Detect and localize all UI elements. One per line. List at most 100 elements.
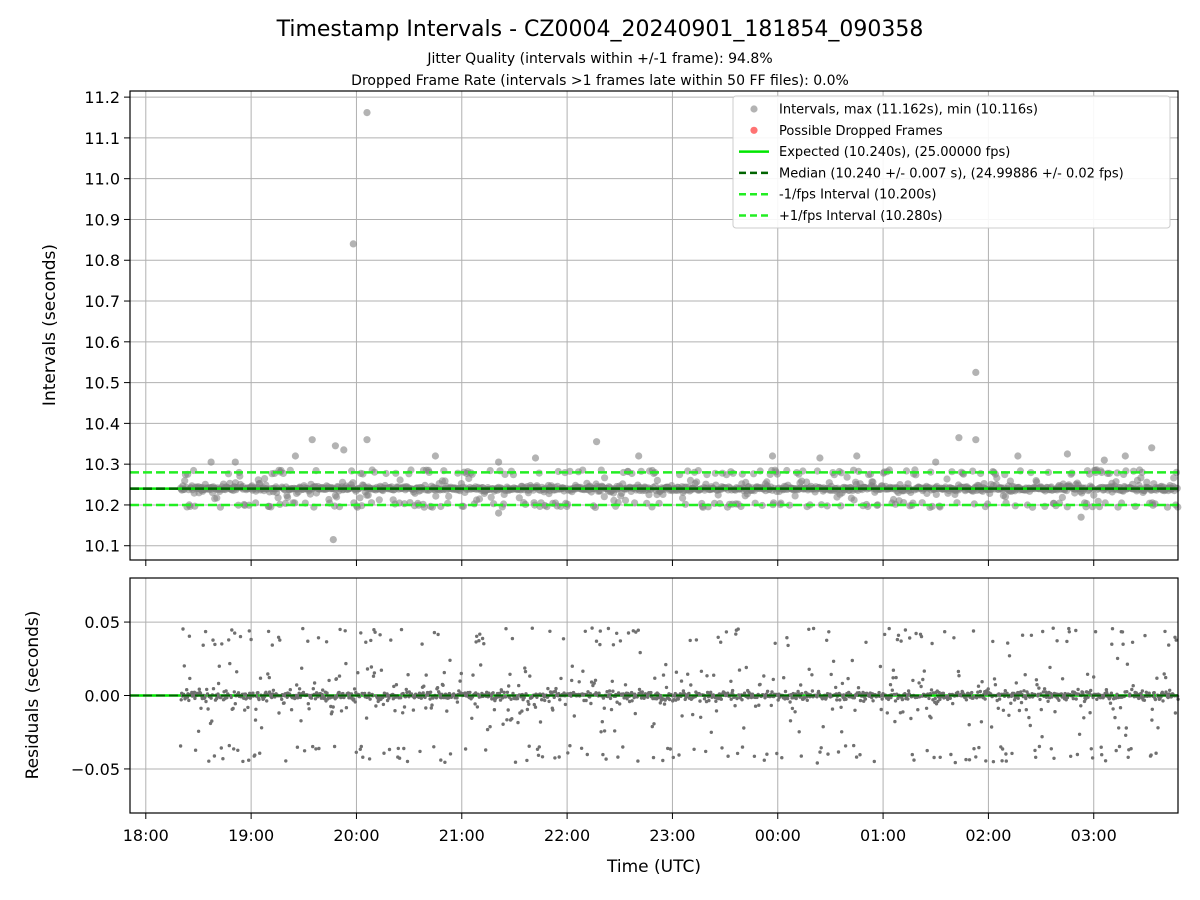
residual-point — [989, 725, 994, 729]
residual-point — [600, 720, 604, 724]
residual-point — [547, 699, 551, 704]
residual-point — [1000, 747, 1005, 751]
residual-point — [811, 626, 816, 631]
residual-point — [790, 706, 795, 711]
residual-point — [952, 636, 956, 640]
residual-point — [893, 699, 898, 703]
residual-point — [967, 758, 972, 762]
residual-point — [970, 690, 974, 695]
residual-point — [439, 696, 443, 700]
residual-point — [807, 667, 811, 671]
top-y-tick-label: 10.4 — [84, 414, 120, 433]
residual-point — [1109, 691, 1114, 695]
residual-point — [396, 746, 400, 751]
residual-point — [211, 638, 215, 642]
residual-point — [858, 698, 863, 703]
residual-point — [568, 744, 572, 748]
residual-point — [922, 669, 926, 673]
residual-point — [782, 676, 786, 680]
residual-point — [911, 678, 915, 683]
residual-point — [432, 745, 436, 749]
residual-point — [306, 702, 310, 706]
residual-point — [893, 719, 897, 724]
residual-point — [359, 631, 363, 635]
residual-point — [1147, 691, 1151, 695]
residual-point — [1027, 715, 1031, 720]
residual-point — [498, 698, 503, 702]
residual-point — [1087, 691, 1092, 695]
residual-point — [570, 664, 574, 668]
residual-point — [517, 683, 521, 688]
residual-point — [228, 661, 232, 666]
residual-point — [419, 696, 423, 700]
x-tick-label: 22:00 — [544, 826, 590, 845]
legend-swatch-intervals — [750, 105, 758, 113]
residual-point — [235, 670, 239, 674]
residual-point — [775, 751, 779, 756]
residual-point — [615, 700, 619, 704]
residual-point — [401, 691, 405, 696]
interval-point — [364, 491, 372, 499]
residual-point — [846, 676, 850, 681]
residual-point — [510, 636, 515, 641]
residual-point — [1022, 694, 1027, 698]
residual-point — [229, 695, 233, 700]
residual-point — [535, 747, 540, 751]
interval-outlier-point — [972, 368, 980, 376]
residual-point — [852, 696, 857, 700]
residual-point — [1095, 697, 1099, 701]
legend-label: Median (10.240 +/- 0.007 s), (24.99886 +… — [779, 166, 1124, 181]
residual-point — [1079, 704, 1083, 708]
residual-point — [857, 691, 861, 695]
residual-point — [1024, 696, 1028, 701]
residual-point — [933, 696, 937, 701]
residual-point — [196, 729, 201, 733]
residual-point — [341, 691, 345, 696]
residual-point — [337, 690, 341, 695]
residual-point — [1161, 699, 1165, 703]
residual-point — [1084, 697, 1088, 701]
interval-point — [653, 476, 662, 484]
residual-point — [688, 638, 692, 643]
residual-point — [626, 691, 630, 696]
residual-point — [1016, 696, 1020, 700]
residual-point — [916, 708, 920, 712]
residual-point — [720, 746, 724, 750]
residual-point — [1117, 726, 1121, 730]
residual-point — [182, 664, 186, 668]
interval-outlier-point — [340, 446, 348, 454]
residual-point — [1111, 707, 1115, 711]
residual-point — [1125, 662, 1130, 666]
residual-point — [625, 697, 629, 701]
residual-point — [553, 756, 557, 760]
residual-point — [471, 673, 475, 677]
residual-point — [794, 696, 798, 701]
interval-point — [267, 503, 275, 511]
residual-point — [788, 700, 792, 704]
residual-point — [313, 697, 318, 701]
residual-point — [1115, 656, 1120, 661]
residual-point — [1039, 707, 1044, 712]
interval-point — [432, 492, 440, 500]
residual-point — [1074, 628, 1078, 633]
residual-point — [638, 650, 642, 655]
residual-point — [956, 690, 960, 694]
residual-point — [1053, 710, 1057, 714]
interval-outlier-point — [531, 454, 540, 462]
residual-point — [1150, 707, 1155, 711]
residual-point — [663, 698, 667, 702]
residual-point — [367, 691, 371, 695]
residual-point — [967, 723, 971, 727]
residual-point — [543, 698, 547, 703]
residual-point — [247, 758, 251, 762]
residual-point — [729, 679, 733, 683]
residual-point — [248, 691, 252, 695]
residual-point — [824, 696, 828, 700]
residual-point — [610, 679, 614, 683]
residual-point — [373, 630, 377, 634]
residual-point — [236, 748, 240, 752]
interval-point — [1033, 478, 1041, 486]
residual-point — [636, 628, 640, 632]
residual-point — [566, 751, 570, 755]
residual-point — [418, 749, 422, 754]
